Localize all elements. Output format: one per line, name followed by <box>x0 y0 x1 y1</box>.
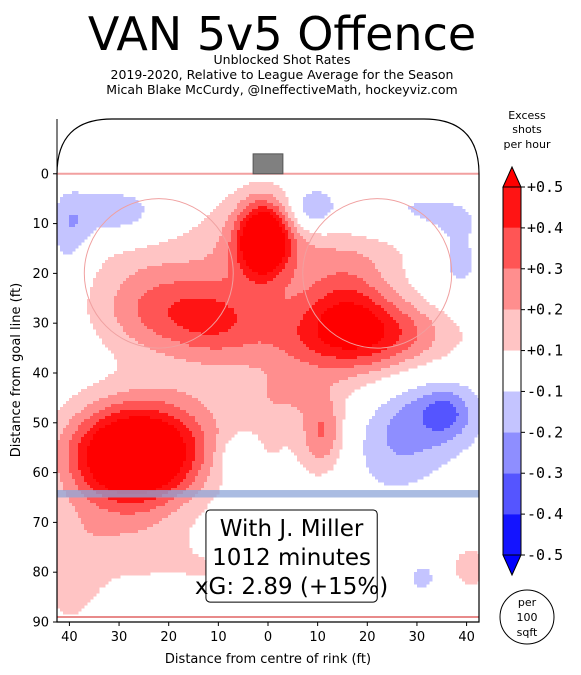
heatmap-field <box>57 182 479 615</box>
y-tick-label: 70 <box>32 516 49 531</box>
x-tick-label: 20 <box>160 630 177 645</box>
y-tick-label: 80 <box>32 566 49 581</box>
colorbar-max-arrow <box>502 165 522 188</box>
y-tick-label: 60 <box>32 466 49 481</box>
colorbar-tick-label: -0.2 <box>527 423 563 441</box>
chart-title: VAN 5v5 Offence <box>88 7 476 61</box>
colorbar-tick-label: +0.1 <box>527 342 563 360</box>
colorbar-segment <box>503 350 521 392</box>
colorbar-tick-label: -0.5 <box>527 546 563 564</box>
y-tick-label: 20 <box>32 267 49 282</box>
goal-net <box>252 153 284 175</box>
annotation-line-2: 1012 minutes <box>212 545 371 571</box>
x-tick-label: 20 <box>359 630 376 645</box>
x-tick-label: 30 <box>111 630 128 645</box>
colorbar-tick-label: -0.1 <box>527 382 563 400</box>
colorbar-title: Excess shots per hour <box>504 109 551 151</box>
unit-badge: per 100 sqft <box>499 589 555 645</box>
y-tick-label: 40 <box>32 366 49 381</box>
unit-badge-line-1: per <box>518 596 537 609</box>
colorbar-segment <box>503 309 521 351</box>
colorbar-segment <box>503 268 521 310</box>
blue-line <box>57 490 479 498</box>
y-tick-label: 0 <box>41 167 49 182</box>
x-axis-label: Distance from centre of rink (ft) <box>165 652 371 667</box>
colorbar-title-1: Excess <box>508 109 546 122</box>
rink-boards <box>56 118 480 623</box>
colorbar-tick-label: +0.2 <box>527 301 563 319</box>
x-tick-label: 10 <box>309 630 326 645</box>
y-tick-label: 30 <box>32 317 49 332</box>
colorbar-segment <box>503 187 521 228</box>
colorbar-frame <box>502 187 522 555</box>
colorbar-tick-label: -0.3 <box>527 464 563 482</box>
annotation-line-1: With J. Miller <box>220 516 364 542</box>
chart-subtitle-3: Micah Blake McCurdy, @IneffectiveMath, h… <box>106 82 457 97</box>
colorbar-tick-label: -0.4 <box>527 505 563 523</box>
annotation-line-3: xG: 2.89 (+15%) <box>195 574 388 600</box>
y-tick-label: 10 <box>32 217 49 232</box>
colorbar-segment <box>503 432 521 474</box>
colorbar-segment <box>503 227 521 269</box>
faceoff-circle-left <box>83 198 234 349</box>
rink-plot <box>56 118 480 623</box>
colorbar-segment <box>503 391 521 433</box>
x-tick-label: 30 <box>409 630 426 645</box>
colorbar-tick-label: +0.4 <box>527 219 563 237</box>
chart-subtitle-2: 2019-2020, Relative to League Average fo… <box>111 67 454 82</box>
unit-badge-line-2: 100 <box>517 611 538 624</box>
x-tick-label: 40 <box>458 630 475 645</box>
y-tick-label: 50 <box>32 416 49 431</box>
x-tick-label: 0 <box>264 630 272 645</box>
x-tick-label: 40 <box>61 630 78 645</box>
annotation-frame <box>205 509 378 603</box>
colorbar: -0.5 -0.4 -0.3 -0.2 -0.1 +0.1 +0.2 +0.3 +0.4 +0.5 <box>502 165 563 577</box>
unit-badge-circle <box>499 589 555 645</box>
unit-badge-line-3: sqft <box>517 626 538 639</box>
annotation-box: With J. Miller 1012 minutes xG: 2.89 (+1… <box>195 509 388 603</box>
axes: 0 10 20 30 40 50 60 70 80 90 40 30 20 10 0 10 20 30 40 <box>32 119 479 645</box>
colorbar-title-3: per hour <box>504 138 551 151</box>
colorbar-title-2: shots <box>512 123 542 136</box>
y-axis-label: Distance from goal line (ft) <box>9 283 24 457</box>
y-tick-label: 90 <box>32 616 49 631</box>
colorbar-tick-label: +0.5 <box>527 178 563 196</box>
colorbar-segment <box>503 514 521 555</box>
colorbar-tick-label: +0.3 <box>527 260 563 278</box>
faceoff-circle-right <box>302 198 453 349</box>
colorbar-segment <box>503 473 521 515</box>
x-tick-label: 10 <box>210 630 227 645</box>
colorbar-min-arrow <box>502 554 522 577</box>
chart-subtitle-1: Unblocked Shot Rates <box>214 52 351 67</box>
